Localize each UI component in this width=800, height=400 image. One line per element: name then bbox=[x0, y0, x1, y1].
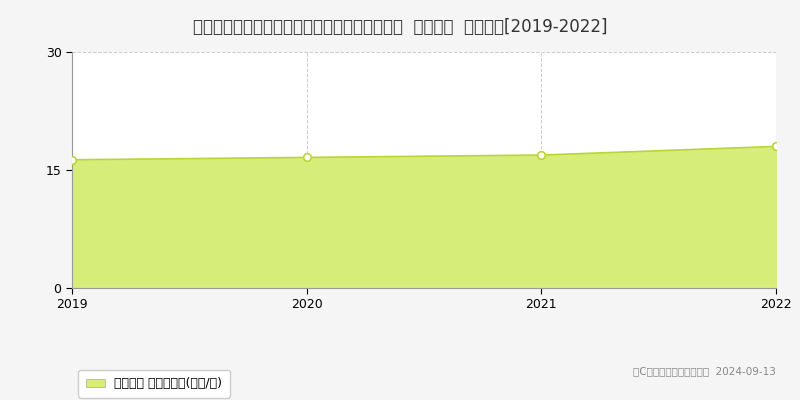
Text: 北海道札幌市北区太平７条４丁目４４番３１外  地価公示  地価推移[2019-2022]: 北海道札幌市北区太平７条４丁目４４番３１外 地価公示 地価推移[2019-202… bbox=[193, 18, 607, 36]
Legend: 地価公示 平均坪単価(万円/坪): 地価公示 平均坪単価(万円/坪) bbox=[78, 370, 230, 398]
Text: （C）土地価格ドットコム  2024-09-13: （C）土地価格ドットコム 2024-09-13 bbox=[633, 366, 776, 376]
Point bbox=[535, 152, 548, 158]
Point bbox=[66, 156, 78, 163]
Point bbox=[300, 154, 313, 161]
Point bbox=[770, 143, 782, 150]
